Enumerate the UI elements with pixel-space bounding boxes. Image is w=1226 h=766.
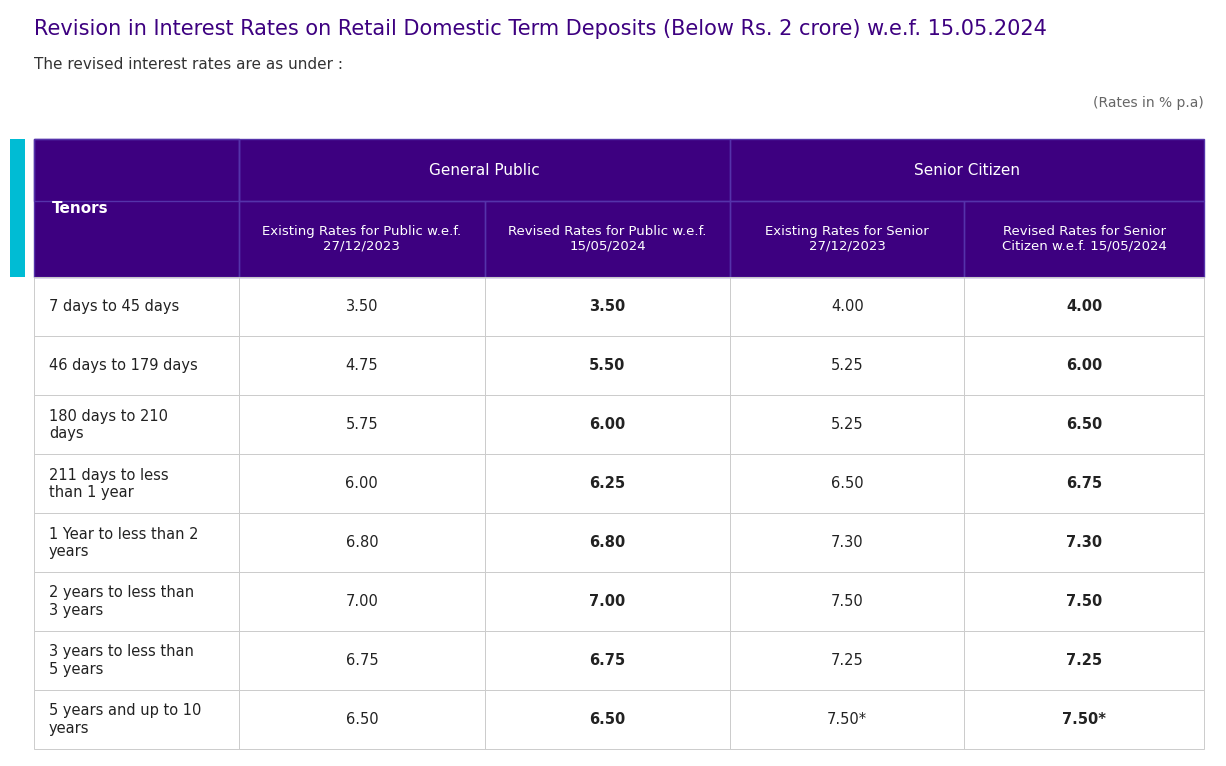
- Text: 6.00: 6.00: [590, 417, 625, 432]
- Text: 3.50: 3.50: [590, 300, 625, 314]
- Text: 7.00: 7.00: [346, 594, 379, 609]
- Text: 6.80: 6.80: [590, 535, 625, 550]
- Text: 6.80: 6.80: [346, 535, 378, 550]
- Text: 46 days to 179 days: 46 days to 179 days: [49, 358, 197, 373]
- Text: 6.50: 6.50: [831, 476, 863, 491]
- Text: 6.75: 6.75: [590, 653, 625, 668]
- Text: 6.50: 6.50: [590, 712, 625, 727]
- Text: 7.00: 7.00: [590, 594, 625, 609]
- Text: 3 years to less than
5 years: 3 years to less than 5 years: [49, 644, 194, 677]
- Text: Existing Rates for Senior
27/12/2023: Existing Rates for Senior 27/12/2023: [765, 225, 929, 253]
- Text: 6.75: 6.75: [1065, 476, 1102, 491]
- Text: 5.75: 5.75: [346, 417, 378, 432]
- Text: 211 days to less
than 1 year: 211 days to less than 1 year: [49, 467, 169, 500]
- Text: 5.50: 5.50: [590, 358, 625, 373]
- Text: Existing Rates for Public w.e.f.
27/12/2023: Existing Rates for Public w.e.f. 27/12/2…: [262, 225, 461, 253]
- Text: 7.25: 7.25: [831, 653, 863, 668]
- Text: 4.00: 4.00: [831, 300, 863, 314]
- Text: 5.25: 5.25: [831, 358, 863, 373]
- Text: 7.30: 7.30: [1065, 535, 1102, 550]
- Text: 2 years to less than
3 years: 2 years to less than 3 years: [49, 585, 194, 618]
- Text: 6.00: 6.00: [346, 476, 378, 491]
- Text: 7.50*: 7.50*: [828, 712, 867, 727]
- Text: The revised interest rates are as under :: The revised interest rates are as under …: [34, 57, 343, 73]
- Text: 7 days to 45 days: 7 days to 45 days: [49, 300, 179, 314]
- Text: Senior Citizen: Senior Citizen: [915, 162, 1020, 178]
- Text: General Public: General Public: [429, 162, 539, 178]
- Text: 6.25: 6.25: [590, 476, 625, 491]
- Text: 4.75: 4.75: [346, 358, 378, 373]
- Text: 7.25: 7.25: [1065, 653, 1102, 668]
- Text: Revised Rates for Senior
Citizen w.e.f. 15/05/2024: Revised Rates for Senior Citizen w.e.f. …: [1002, 225, 1166, 253]
- Text: 7.30: 7.30: [831, 535, 863, 550]
- Text: 6.75: 6.75: [346, 653, 378, 668]
- Text: 7.50*: 7.50*: [1062, 712, 1106, 727]
- Text: (Rates in % p.a): (Rates in % p.a): [1094, 96, 1204, 110]
- Text: 7.50: 7.50: [1065, 594, 1102, 609]
- Text: 6.50: 6.50: [1065, 417, 1102, 432]
- Text: Revision in Interest Rates on Retail Domestic Term Deposits (Below Rs. 2 crore) : Revision in Interest Rates on Retail Dom…: [34, 19, 1047, 39]
- Text: Tenors: Tenors: [51, 201, 108, 216]
- Text: 4.00: 4.00: [1065, 300, 1102, 314]
- Text: 180 days to 210
days: 180 days to 210 days: [49, 408, 168, 441]
- Text: 6.50: 6.50: [346, 712, 378, 727]
- Text: 5.25: 5.25: [831, 417, 863, 432]
- Text: 7.50: 7.50: [831, 594, 863, 609]
- Text: 3.50: 3.50: [346, 300, 378, 314]
- Text: 1 Year to less than 2
years: 1 Year to less than 2 years: [49, 526, 199, 559]
- Text: 6.00: 6.00: [1065, 358, 1102, 373]
- Text: Revised Rates for Public w.e.f.
15/05/2024: Revised Rates for Public w.e.f. 15/05/20…: [509, 225, 706, 253]
- Text: 5 years and up to 10
years: 5 years and up to 10 years: [49, 703, 201, 736]
